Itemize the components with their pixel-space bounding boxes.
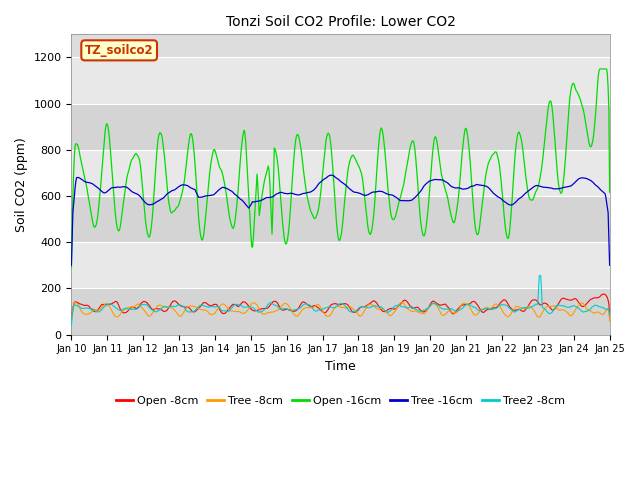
X-axis label: Time: Time xyxy=(325,360,356,373)
Bar xyxy=(72,150,610,196)
Text: TZ_soilco2: TZ_soilco2 xyxy=(85,44,154,57)
Bar xyxy=(72,242,610,288)
Y-axis label: Soil CO2 (ppm): Soil CO2 (ppm) xyxy=(15,137,28,232)
Bar xyxy=(72,58,610,104)
Bar xyxy=(72,288,610,335)
Legend: Open -8cm, Tree -8cm, Open -16cm, Tree -16cm, Tree2 -8cm: Open -8cm, Tree -8cm, Open -16cm, Tree -… xyxy=(111,391,570,410)
Bar xyxy=(72,196,610,242)
Bar xyxy=(72,104,610,150)
Title: Tonzi Soil CO2 Profile: Lower CO2: Tonzi Soil CO2 Profile: Lower CO2 xyxy=(225,15,456,29)
